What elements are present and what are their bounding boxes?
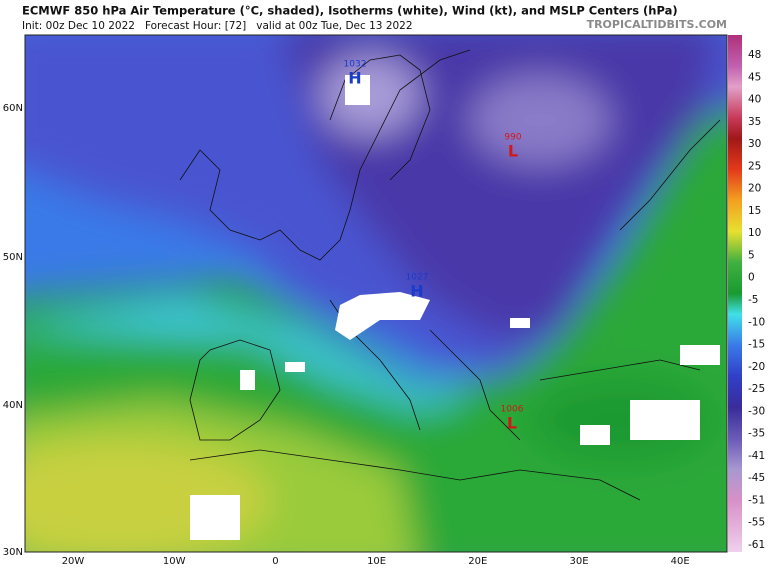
lat-label: 30N [3, 547, 23, 558]
colorbar-label: 25 [748, 160, 761, 172]
colorbar-label: 45 [748, 71, 761, 83]
colorbar-label: -61 [748, 539, 765, 551]
site-name: TROPICALTIDBITS.COM [587, 18, 727, 31]
pressure-symbol: H [410, 282, 423, 301]
colorbar-label: 35 [748, 116, 761, 128]
colorbar-label: 20 [748, 183, 761, 195]
colorbar-label: 48 [748, 49, 761, 61]
colorbar-label: 15 [748, 205, 761, 217]
lat-label: 50N [3, 252, 23, 263]
masked-terrain [190, 75, 720, 540]
colorbar-label: -30 [748, 405, 765, 417]
colorbar-label: -41 [748, 450, 765, 462]
pressure-symbol: L [508, 142, 518, 161]
colorbar-label: -10 [748, 316, 765, 328]
colorbar-label: 10 [748, 227, 761, 239]
pressure-value: 990 [504, 133, 521, 143]
colorbar-label: 5 [748, 249, 755, 261]
pressure-value: 1027 [406, 273, 429, 283]
pressure-value: 1032 [344, 60, 367, 70]
colorbar-label: -5 [748, 294, 758, 306]
map [25, 35, 727, 552]
colorbar-label: -45 [748, 472, 765, 484]
pressure-symbol: H [348, 69, 361, 88]
lon-label: 10E [367, 556, 386, 567]
lon-label: 20W [62, 556, 85, 567]
lon-label: 30E [569, 556, 588, 567]
lon-label: 40E [671, 556, 690, 567]
title: ECMWF 850 hPa Air Temperature (°C, shade… [22, 4, 678, 18]
lat-label: 40N [3, 400, 23, 411]
lon-label: 20E [468, 556, 487, 567]
colorbar-label: -25 [748, 383, 765, 395]
colorbar-label: 30 [748, 138, 761, 150]
colorbar-label: -55 [748, 517, 765, 529]
lat-label: 60N [3, 103, 23, 114]
colorbar-label: -15 [748, 339, 765, 351]
colorbar-label: -20 [748, 361, 765, 373]
colorbar-label: 0 [748, 272, 755, 284]
map-frame [24, 34, 728, 553]
lon-label: 0 [272, 556, 278, 567]
subtitle: Init: 00z Dec 10 2022 Forecast Hour: [72… [22, 20, 413, 32]
pressure-symbol: L [507, 414, 517, 433]
colorbar-label: -35 [748, 428, 765, 440]
pressure-value: 1006 [501, 405, 524, 415]
lon-label: 10W [163, 556, 186, 567]
colorbar-label: 40 [748, 94, 761, 106]
colorbar [728, 35, 742, 552]
colorbar-label: -51 [748, 494, 765, 506]
